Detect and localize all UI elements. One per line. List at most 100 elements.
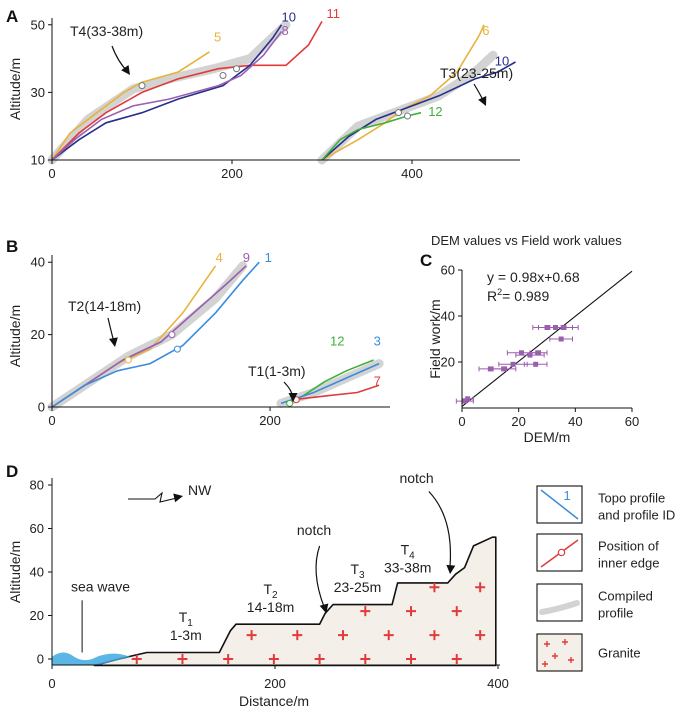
legend-label: and profile ID — [598, 508, 675, 523]
arrow-head — [446, 564, 456, 575]
terrace-annotation-t1: T1(1-3m) — [248, 363, 306, 379]
data-point — [510, 361, 516, 367]
terrace-sub: 3 — [359, 570, 365, 581]
granite-cross — [155, 630, 166, 641]
data-point — [502, 366, 507, 372]
x-tick-label: 400 — [487, 676, 509, 691]
x-tick-label: 400 — [401, 166, 423, 181]
granite-cross — [429, 582, 440, 593]
data-point — [558, 336, 564, 342]
granite-body — [93, 536, 497, 667]
profile-line-1 — [51, 261, 260, 408]
y-tick-label: 40 — [441, 309, 455, 324]
x-tick-label: 200 — [259, 413, 281, 428]
terrace-range-1: 1-3m — [170, 627, 202, 643]
profile-id-3: 3 — [374, 333, 381, 348]
granite-cross — [223, 558, 234, 569]
legend-item-granite: Granite — [536, 633, 641, 672]
terrace-label-4: T4 — [401, 542, 416, 562]
y-axis-label: Field work/m — [427, 299, 443, 378]
granite-cross — [131, 654, 142, 664]
chart-title: DEM values vs Field work values — [431, 233, 622, 248]
notch-label: notch — [399, 470, 433, 486]
x-axis-label: DEM/m — [524, 429, 571, 445]
x-tick-label: 200 — [221, 166, 243, 181]
granite-cross — [109, 630, 120, 641]
profile-id-12: 12 — [428, 104, 442, 119]
panel-c: DEM values vs Field work values C 0 20 40 60 2… — [420, 233, 639, 445]
sea-wave-label: sea wave — [71, 579, 130, 595]
terrace-annotation-t2: T2(14-18m) — [68, 298, 141, 314]
profile-id-10: 10 — [282, 9, 296, 24]
terrace-range-2: 14-18m — [247, 599, 294, 615]
legend-label: Compiled — [598, 589, 653, 604]
profile-id-11: 11 — [327, 6, 341, 21]
profile-id-12: 12 — [330, 333, 344, 348]
legend-inner-marker — [557, 548, 566, 557]
profile-id-7: 7 — [374, 373, 381, 388]
arrow-head — [109, 337, 118, 347]
x-tick-label: 0 — [48, 413, 55, 428]
granite-cross — [268, 654, 279, 664]
profile-line-10 — [321, 61, 516, 161]
profile-id-8: 8 — [282, 23, 289, 38]
inner-edge-marker — [219, 71, 227, 79]
granite-cross — [177, 558, 188, 569]
terrace-range-3: 23-25m — [334, 579, 381, 595]
terrace-name: T — [401, 542, 410, 558]
regression-equation: y = 0.98x+0.68 — [487, 269, 580, 285]
legend-label: profile — [598, 606, 633, 621]
legend-label: inner edge — [598, 556, 659, 571]
panel-label: C — [420, 251, 432, 270]
arrow-head — [288, 393, 298, 402]
terrace-range-4: 33-38m — [384, 560, 431, 576]
legend-compiled-line — [539, 600, 580, 615]
legend-cross — [542, 661, 548, 667]
r-value: = 0.989 — [502, 288, 549, 304]
y-axis-label: Altitude/m — [7, 58, 23, 120]
data-point — [519, 350, 524, 356]
y-tick-label: 40 — [31, 255, 45, 270]
terrace-name: T — [350, 561, 359, 577]
legend-box — [536, 633, 583, 672]
panel-b: B 4 9 1 12 3 7 0 200 0 20 40 Altitude/m T2(14-18m) T1(… — [6, 237, 390, 428]
legend-item-inner: Position of inner edge — [536, 533, 659, 572]
profile-line-6 — [321, 24, 485, 161]
legend-item-compiled: Compiled profile — [536, 583, 653, 622]
granite-cross — [475, 630, 486, 641]
inner-edge-marker — [124, 356, 132, 364]
profile-line-5 — [51, 51, 210, 161]
compiled-profile — [47, 261, 248, 412]
granite-cross — [451, 654, 462, 664]
granite-cross — [497, 558, 507, 568]
terrace-sub: 1 — [187, 618, 193, 629]
profile-line-10 — [51, 24, 283, 161]
legend-cross — [544, 641, 550, 647]
panel-label: D — [6, 462, 18, 481]
granite-cross — [383, 582, 394, 593]
y-tick-label: 30 — [31, 85, 45, 100]
arrow-head — [319, 603, 329, 614]
terrace-sub: 2 — [272, 590, 278, 601]
terrace-annotation-t3: T3(23-25m) — [440, 65, 513, 81]
granite-cross — [475, 582, 486, 593]
granite-cross — [131, 558, 142, 569]
terrace-annotation-t4: T4(33-38m) — [70, 23, 143, 39]
y-tick-label: 20 — [30, 608, 44, 623]
granite-cross — [155, 582, 166, 593]
profile-id-9: 9 — [243, 250, 250, 265]
north-arrow — [128, 491, 182, 503]
arrow-head — [478, 95, 487, 106]
terrace-name: T — [179, 609, 188, 625]
notch-arrow — [428, 491, 452, 566]
y-tick-label: 80 — [30, 478, 44, 493]
fit-line — [461, 270, 633, 407]
profile-id-4: 4 — [216, 250, 223, 265]
profile-id-6: 6 — [482, 23, 489, 38]
profile-id-10: 10 — [495, 53, 509, 68]
notch-label: notch — [297, 522, 331, 538]
legend-profile-id: 1 — [564, 488, 571, 503]
